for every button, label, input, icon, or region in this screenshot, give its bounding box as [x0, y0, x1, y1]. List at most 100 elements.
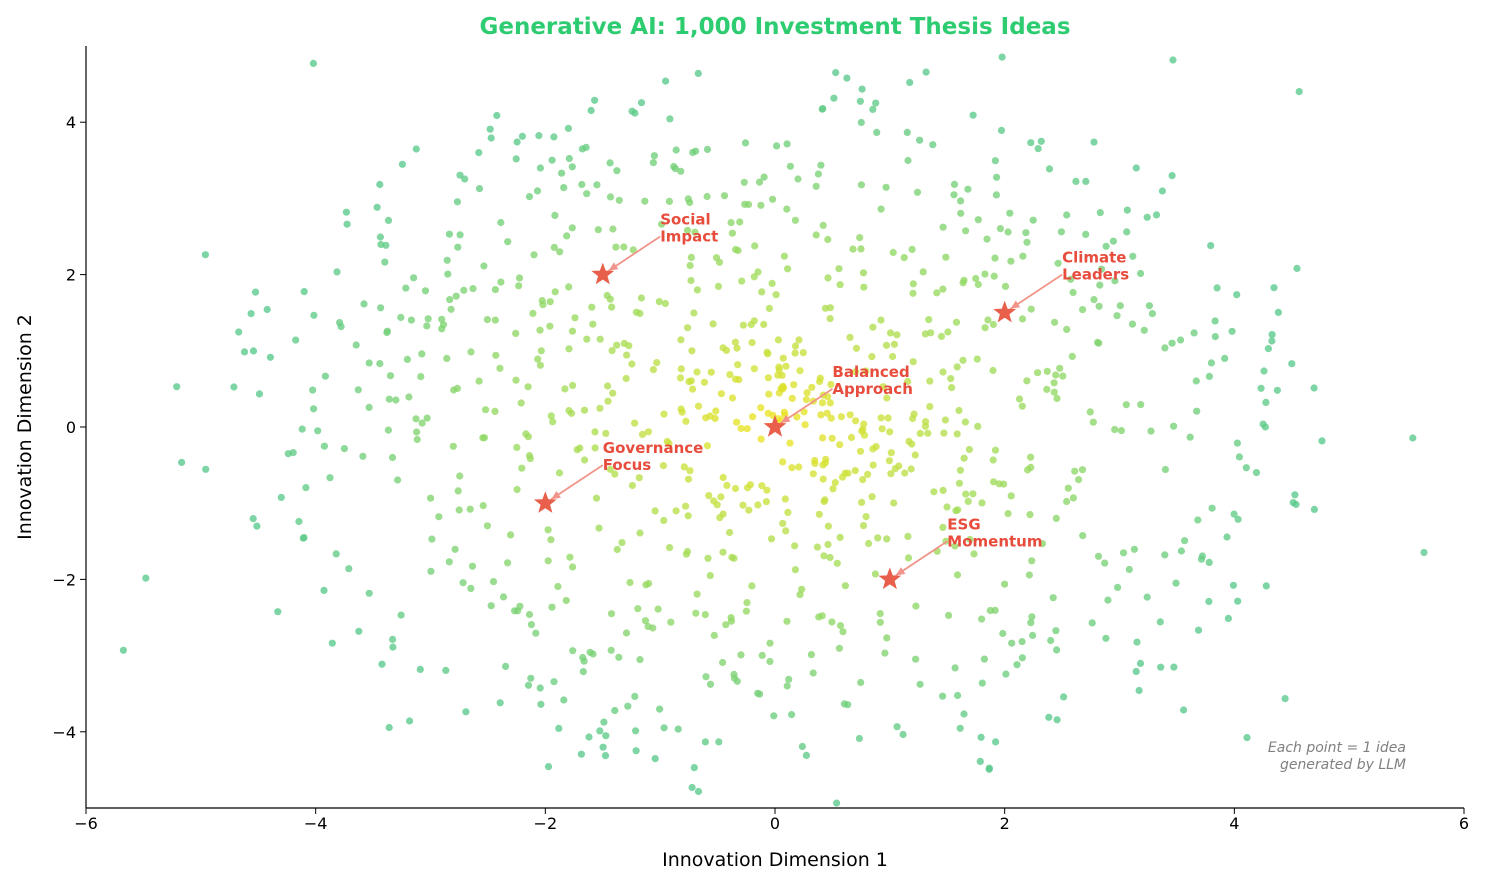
scatter-point	[717, 390, 726, 398]
scatter-point	[403, 355, 411, 363]
scatter-point	[550, 133, 558, 141]
scatter-point	[763, 486, 771, 494]
scatter-point	[977, 733, 985, 741]
scatter-point	[1096, 281, 1104, 289]
scatter-point	[475, 185, 484, 193]
scatter-point	[882, 183, 890, 191]
scatter-point	[310, 311, 318, 319]
scatter-point	[710, 631, 718, 640]
scatter-point	[821, 496, 829, 504]
scatter-point	[832, 69, 840, 77]
scatter-point	[794, 175, 802, 183]
scatter-point	[1268, 331, 1276, 339]
scatter-point	[546, 322, 554, 330]
scatter-point	[1018, 654, 1026, 662]
scatter-point	[1111, 425, 1119, 434]
scatter-point	[609, 225, 617, 233]
scatter-point	[824, 522, 833, 530]
scatter-point	[1064, 484, 1072, 492]
scatter-point	[445, 558, 453, 566]
scatter-point	[817, 411, 825, 419]
scatter-point	[689, 148, 697, 157]
scatter-point	[909, 358, 917, 366]
scatter-point	[516, 602, 524, 610]
scatter-point	[468, 562, 477, 570]
scatter-point	[1029, 631, 1037, 640]
scatter-point	[483, 522, 491, 530]
scatter-point	[1104, 596, 1112, 604]
scatter-point	[453, 384, 461, 392]
scatter-point	[365, 589, 373, 597]
scatter-point	[815, 510, 823, 518]
scatter-point	[782, 527, 790, 535]
x-tick-label: 2	[1000, 814, 1010, 833]
scatter-point	[840, 700, 849, 708]
scatter-point	[727, 614, 735, 622]
scatter-point	[345, 565, 353, 573]
scatter-point	[1194, 516, 1202, 524]
scatter-point	[908, 245, 916, 253]
scatter-point	[1045, 713, 1053, 721]
scatter-point	[518, 132, 527, 140]
scatter-point	[672, 507, 680, 515]
scatter-point	[402, 284, 410, 292]
scatter-point	[800, 408, 808, 416]
scatter-point	[826, 553, 834, 562]
scatter-point	[809, 669, 817, 677]
scatter-point	[599, 743, 607, 751]
scatter-point	[636, 529, 644, 537]
scatter-point	[781, 495, 789, 503]
scatter-point	[796, 367, 804, 375]
scatter-point	[978, 679, 986, 687]
scatter-point	[843, 74, 851, 82]
scatter-point	[791, 349, 799, 357]
scatter-point	[1052, 371, 1060, 379]
scatter-point	[513, 443, 521, 451]
scatter-point	[748, 339, 756, 347]
scatter-point	[893, 331, 901, 339]
scatter-point	[466, 505, 474, 513]
scatter-point	[943, 503, 951, 511]
scatter-point	[714, 282, 723, 290]
scatter-point	[554, 582, 562, 591]
scatter-point	[660, 516, 668, 525]
scatter-point	[1207, 359, 1215, 367]
scatter-point	[727, 219, 735, 227]
scatter-point	[989, 320, 998, 329]
scatter-point	[710, 497, 718, 505]
scatter-point	[749, 413, 757, 421]
scatter-point	[851, 467, 859, 475]
scatter-point	[407, 316, 415, 324]
scatter-point	[733, 344, 741, 352]
scatter-point	[397, 611, 405, 619]
scatter-point	[1233, 291, 1241, 299]
scatter-point	[995, 480, 1003, 488]
scatter-point	[686, 261, 694, 270]
scatter-point	[569, 381, 577, 389]
scatter-point	[717, 493, 725, 501]
scatter-point	[1114, 583, 1122, 592]
scatter-point	[613, 341, 621, 349]
scatter-point	[1148, 310, 1156, 318]
scatter-point	[852, 368, 860, 376]
scatter-point	[240, 348, 249, 356]
scatter-point	[833, 559, 841, 567]
scatter-point	[955, 479, 964, 487]
scatter-point	[940, 429, 948, 437]
scatter-point	[604, 397, 612, 405]
scatter-point	[719, 658, 727, 667]
scatter-point	[622, 629, 631, 637]
annotation-label: Climate Leaders	[1062, 249, 1129, 284]
scatter-point	[1310, 384, 1318, 392]
scatter-point	[947, 375, 955, 383]
scatter-point	[877, 414, 885, 422]
scatter-point	[989, 366, 997, 375]
scatter-point	[1223, 533, 1231, 541]
scatter-point	[376, 360, 384, 368]
scatter-point	[601, 752, 610, 760]
scatter-point	[857, 245, 865, 253]
scatter-point	[869, 105, 877, 113]
scatter-point	[1069, 494, 1077, 502]
scatter-point	[1268, 337, 1276, 345]
scatter-point	[1207, 242, 1215, 250]
